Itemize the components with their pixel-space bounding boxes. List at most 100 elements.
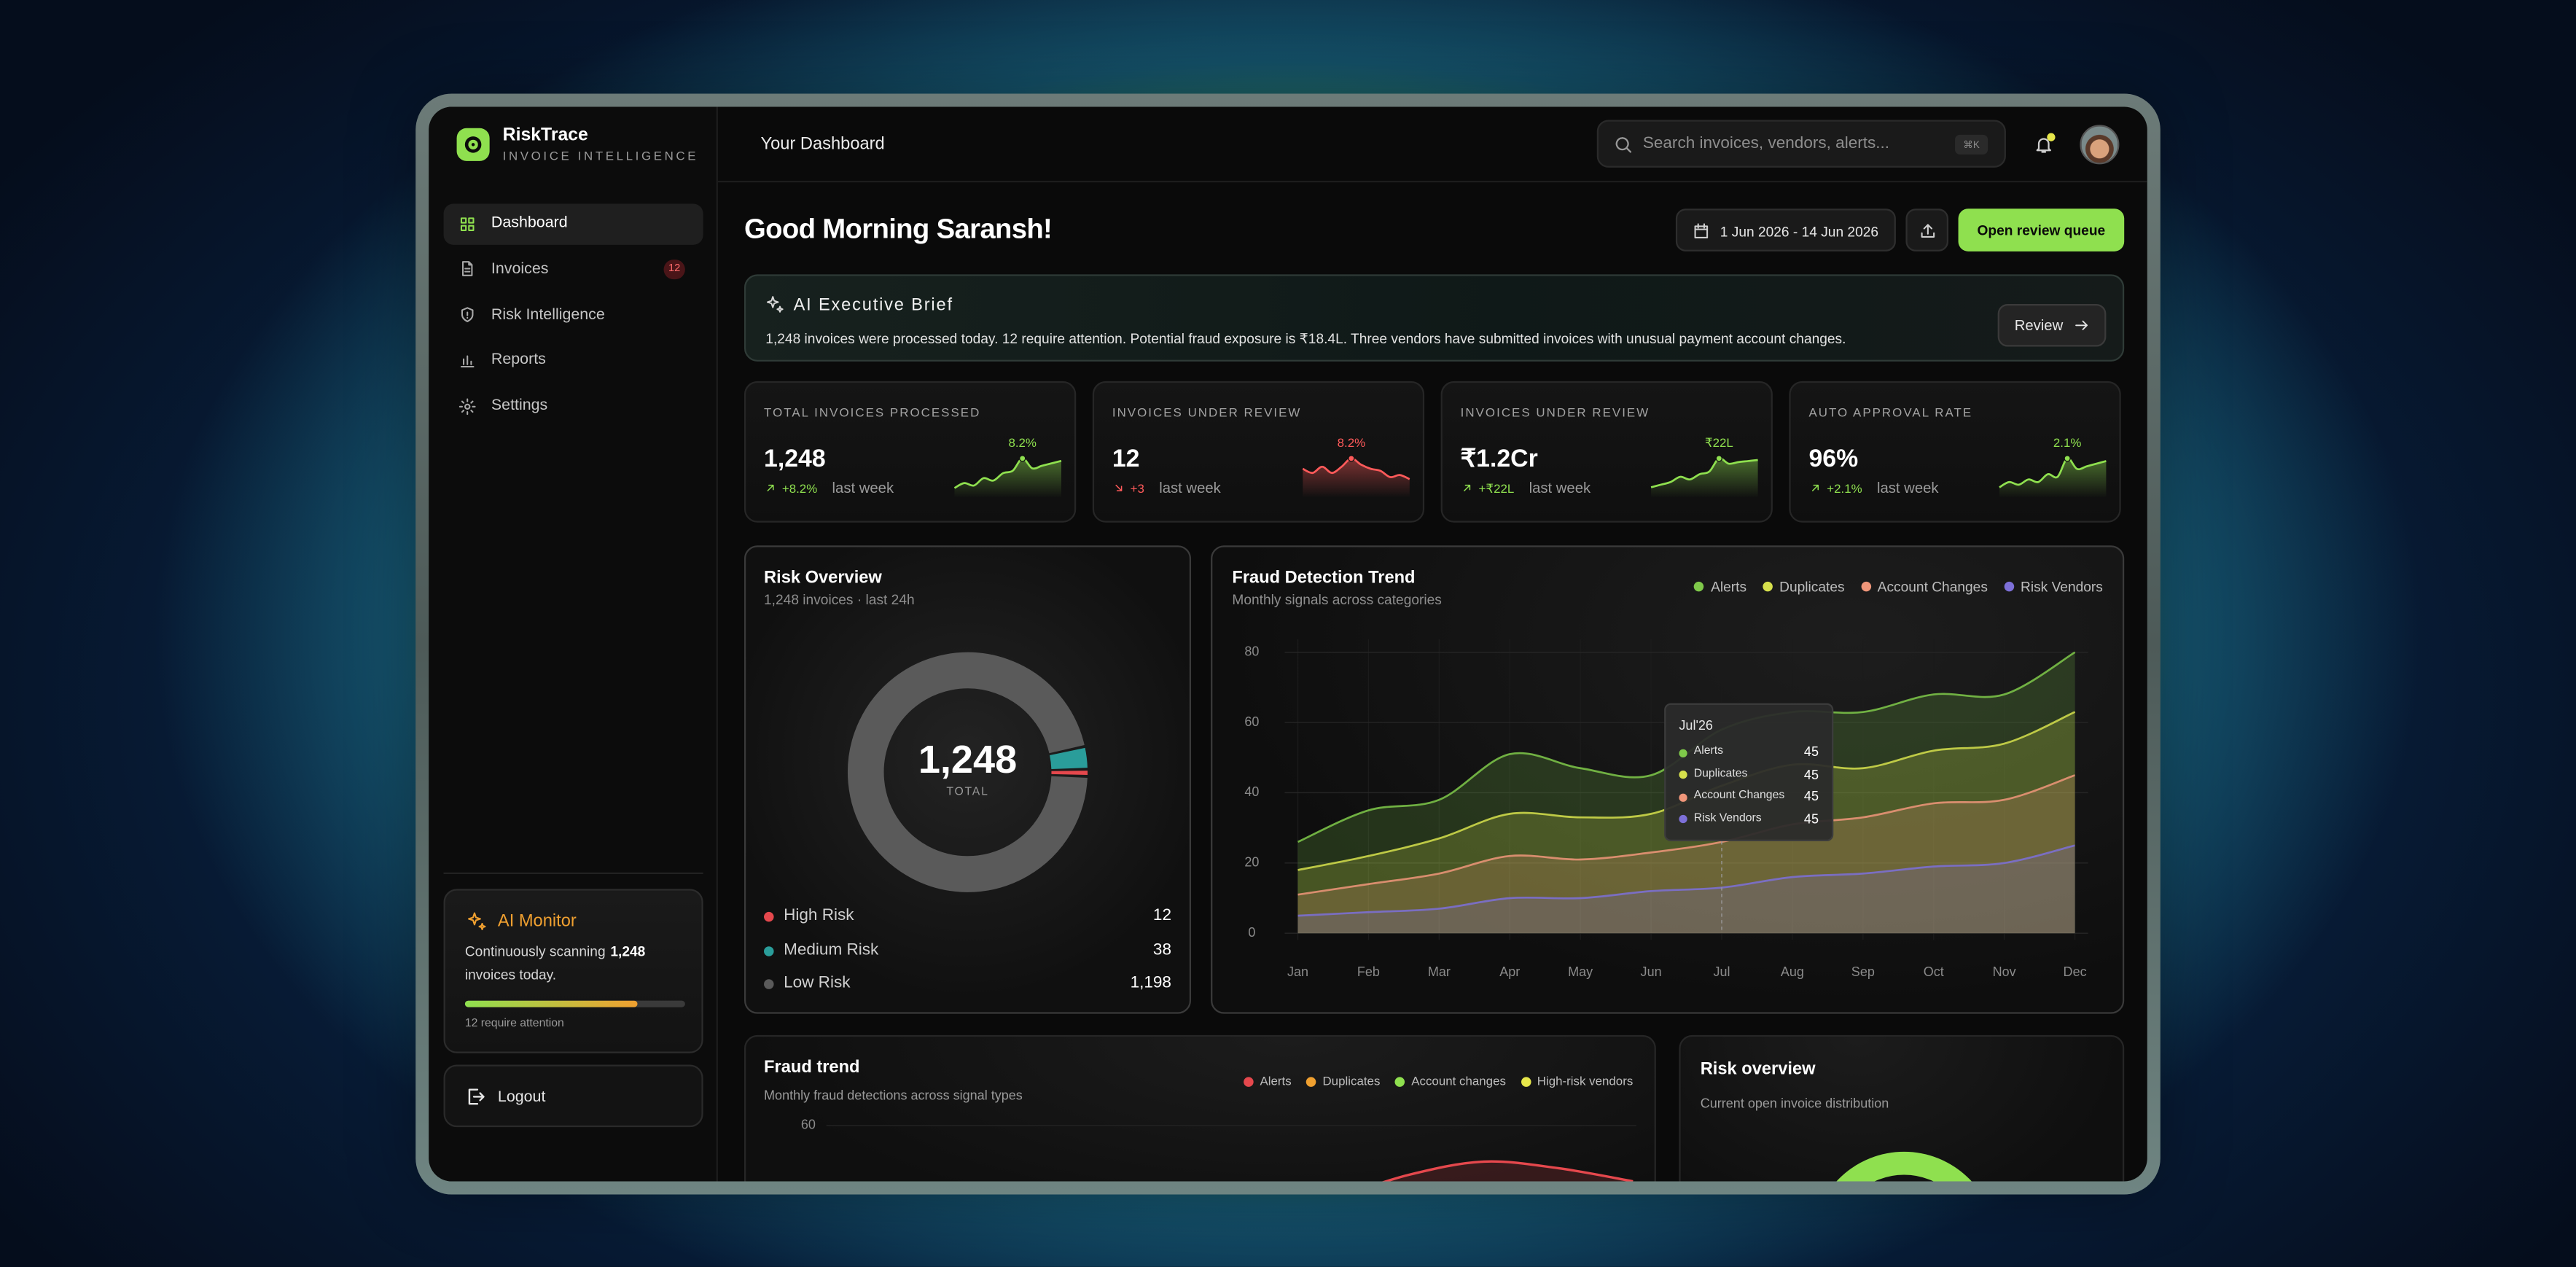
legend-value: 1,198 [1131, 975, 1171, 994]
review-button[interactable]: Review [1998, 304, 2107, 347]
nav-item[interactable]: Invoices 12 [444, 249, 703, 289]
nav-label: Dashboard [491, 214, 568, 233]
nav-label: Invoices [491, 260, 549, 278]
kpi-delta: +₹22L [1478, 480, 1514, 495]
icon-shape [1922, 225, 1935, 237]
icon [1808, 481, 1822, 494]
icon [458, 305, 477, 324]
legend-dot [764, 979, 774, 989]
kpi-delta-row: +2.1%last week [1808, 480, 1938, 496]
notification-button[interactable] [2031, 131, 2057, 157]
export-button[interactable] [1905, 208, 1948, 252]
ai-monitor-note: 12 require attention [465, 1018, 564, 1032]
legend-dot [764, 912, 774, 922]
sparkline: 8.2% [1303, 426, 1409, 498]
ai-monitor-text: invoices today. [465, 966, 556, 983]
ai-monitor-count: 1,248 [610, 943, 645, 960]
icon [458, 260, 477, 278]
progress-fill [465, 1001, 637, 1007]
shortcut-text: ⌘K [1963, 139, 1980, 150]
nav-badge: 12 [664, 260, 685, 279]
sparkline-peak-label: 8.2% [1008, 436, 1037, 450]
icon-shape [1617, 138, 1631, 152]
sparkline-peak [1349, 456, 1354, 461]
nav-item[interactable]: Reports [444, 340, 703, 381]
donut-total-label: TOTAL [946, 786, 988, 798]
donut-ring [1824, 1163, 1985, 1182]
sparkline-peak-label: 8.2% [1338, 436, 1365, 450]
icon-shape [469, 1090, 484, 1104]
sparkline-area [1303, 459, 1409, 498]
nav-badge-text: 12 [668, 263, 680, 275]
sparkline: ₹22L [1651, 426, 1757, 498]
x-tick-label: Jun [1641, 964, 1662, 979]
legend-label: High Risk [784, 907, 854, 927]
sparkline: 8.2% [954, 426, 1061, 498]
tooltip-title: Jul'26 [1679, 718, 1713, 734]
date-range-button[interactable]: 1 Jun 2026 - 14 Jun 2026 [1676, 208, 1896, 252]
icon [458, 214, 477, 233]
icon-shape [461, 217, 474, 230]
ai-monitor-title: AI Monitor [498, 911, 577, 932]
donut-total: 1,248 [918, 738, 1017, 781]
avatar[interactable] [2080, 125, 2119, 164]
tooltip-dot [1679, 749, 1687, 757]
nav-item[interactable]: Settings [444, 386, 703, 426]
icon [458, 351, 477, 370]
progress-track [465, 1001, 685, 1007]
nav-label: Settings [491, 397, 547, 416]
kpi-label: TOTAL INVOICES PROCESSED [764, 405, 980, 420]
logout-button[interactable]: Logout [444, 1064, 703, 1127]
ai-monitor-text: Continuously scanning [465, 943, 606, 960]
kpi-label: INVOICES UNDER REVIEW [1461, 405, 1650, 420]
tooltip-label: Account Changes [1694, 790, 1785, 804]
kpi-value: ₹1.2Cr [1461, 445, 1538, 475]
legend-value: 12 [1153, 907, 1171, 927]
icon-shape [1116, 486, 1122, 491]
icon [764, 481, 777, 494]
sidebar-divider [444, 873, 703, 874]
x-tick-label: Sep [1851, 964, 1875, 979]
icon [465, 1086, 486, 1107]
sparkline-peak [1716, 456, 1722, 461]
x-tick-label: Jul [1713, 964, 1730, 979]
sparkline: 2.1% [1999, 426, 2106, 498]
tooltip-dot [1679, 792, 1687, 800]
icon-shape [469, 913, 485, 929]
sparkline-peak [2064, 456, 2070, 461]
y-tick-label: 60 [1244, 714, 1259, 729]
x-tick-label: May [1568, 964, 1593, 979]
icon-shape [768, 486, 773, 491]
x-tick-label: Mar [1428, 964, 1451, 979]
search-box[interactable]: Search invoices, vendors, alerts...⌘K [1597, 120, 2006, 168]
icon [2073, 317, 2090, 334]
nav-item[interactable]: Dashboard [444, 203, 703, 243]
icon-shape [2037, 139, 2050, 152]
y-tick-label: 60 [801, 1118, 816, 1132]
tooltip-dot [1679, 771, 1687, 779]
icon-shape [462, 308, 472, 321]
icon [1461, 481, 1474, 494]
nav-label: Risk Intelligence [491, 305, 605, 324]
shortcut-pill: ⌘K [1955, 135, 1988, 155]
nav-label: Reports [491, 351, 546, 370]
x-tick-label: Jan [1287, 964, 1308, 979]
kpi-period: last week [1159, 480, 1221, 496]
kpi-value: 12 [1112, 445, 1140, 475]
header-divider [718, 181, 2147, 182]
icon [465, 911, 488, 934]
x-tick-label: Oct [1924, 964, 1944, 979]
line-chart: 60 [746, 1037, 1658, 1181]
primary-button[interactable]: Open review queue [1959, 208, 2125, 252]
x-tick-label: Dec [2064, 964, 2087, 979]
nav-item[interactable]: Risk Intelligence [444, 294, 703, 335]
